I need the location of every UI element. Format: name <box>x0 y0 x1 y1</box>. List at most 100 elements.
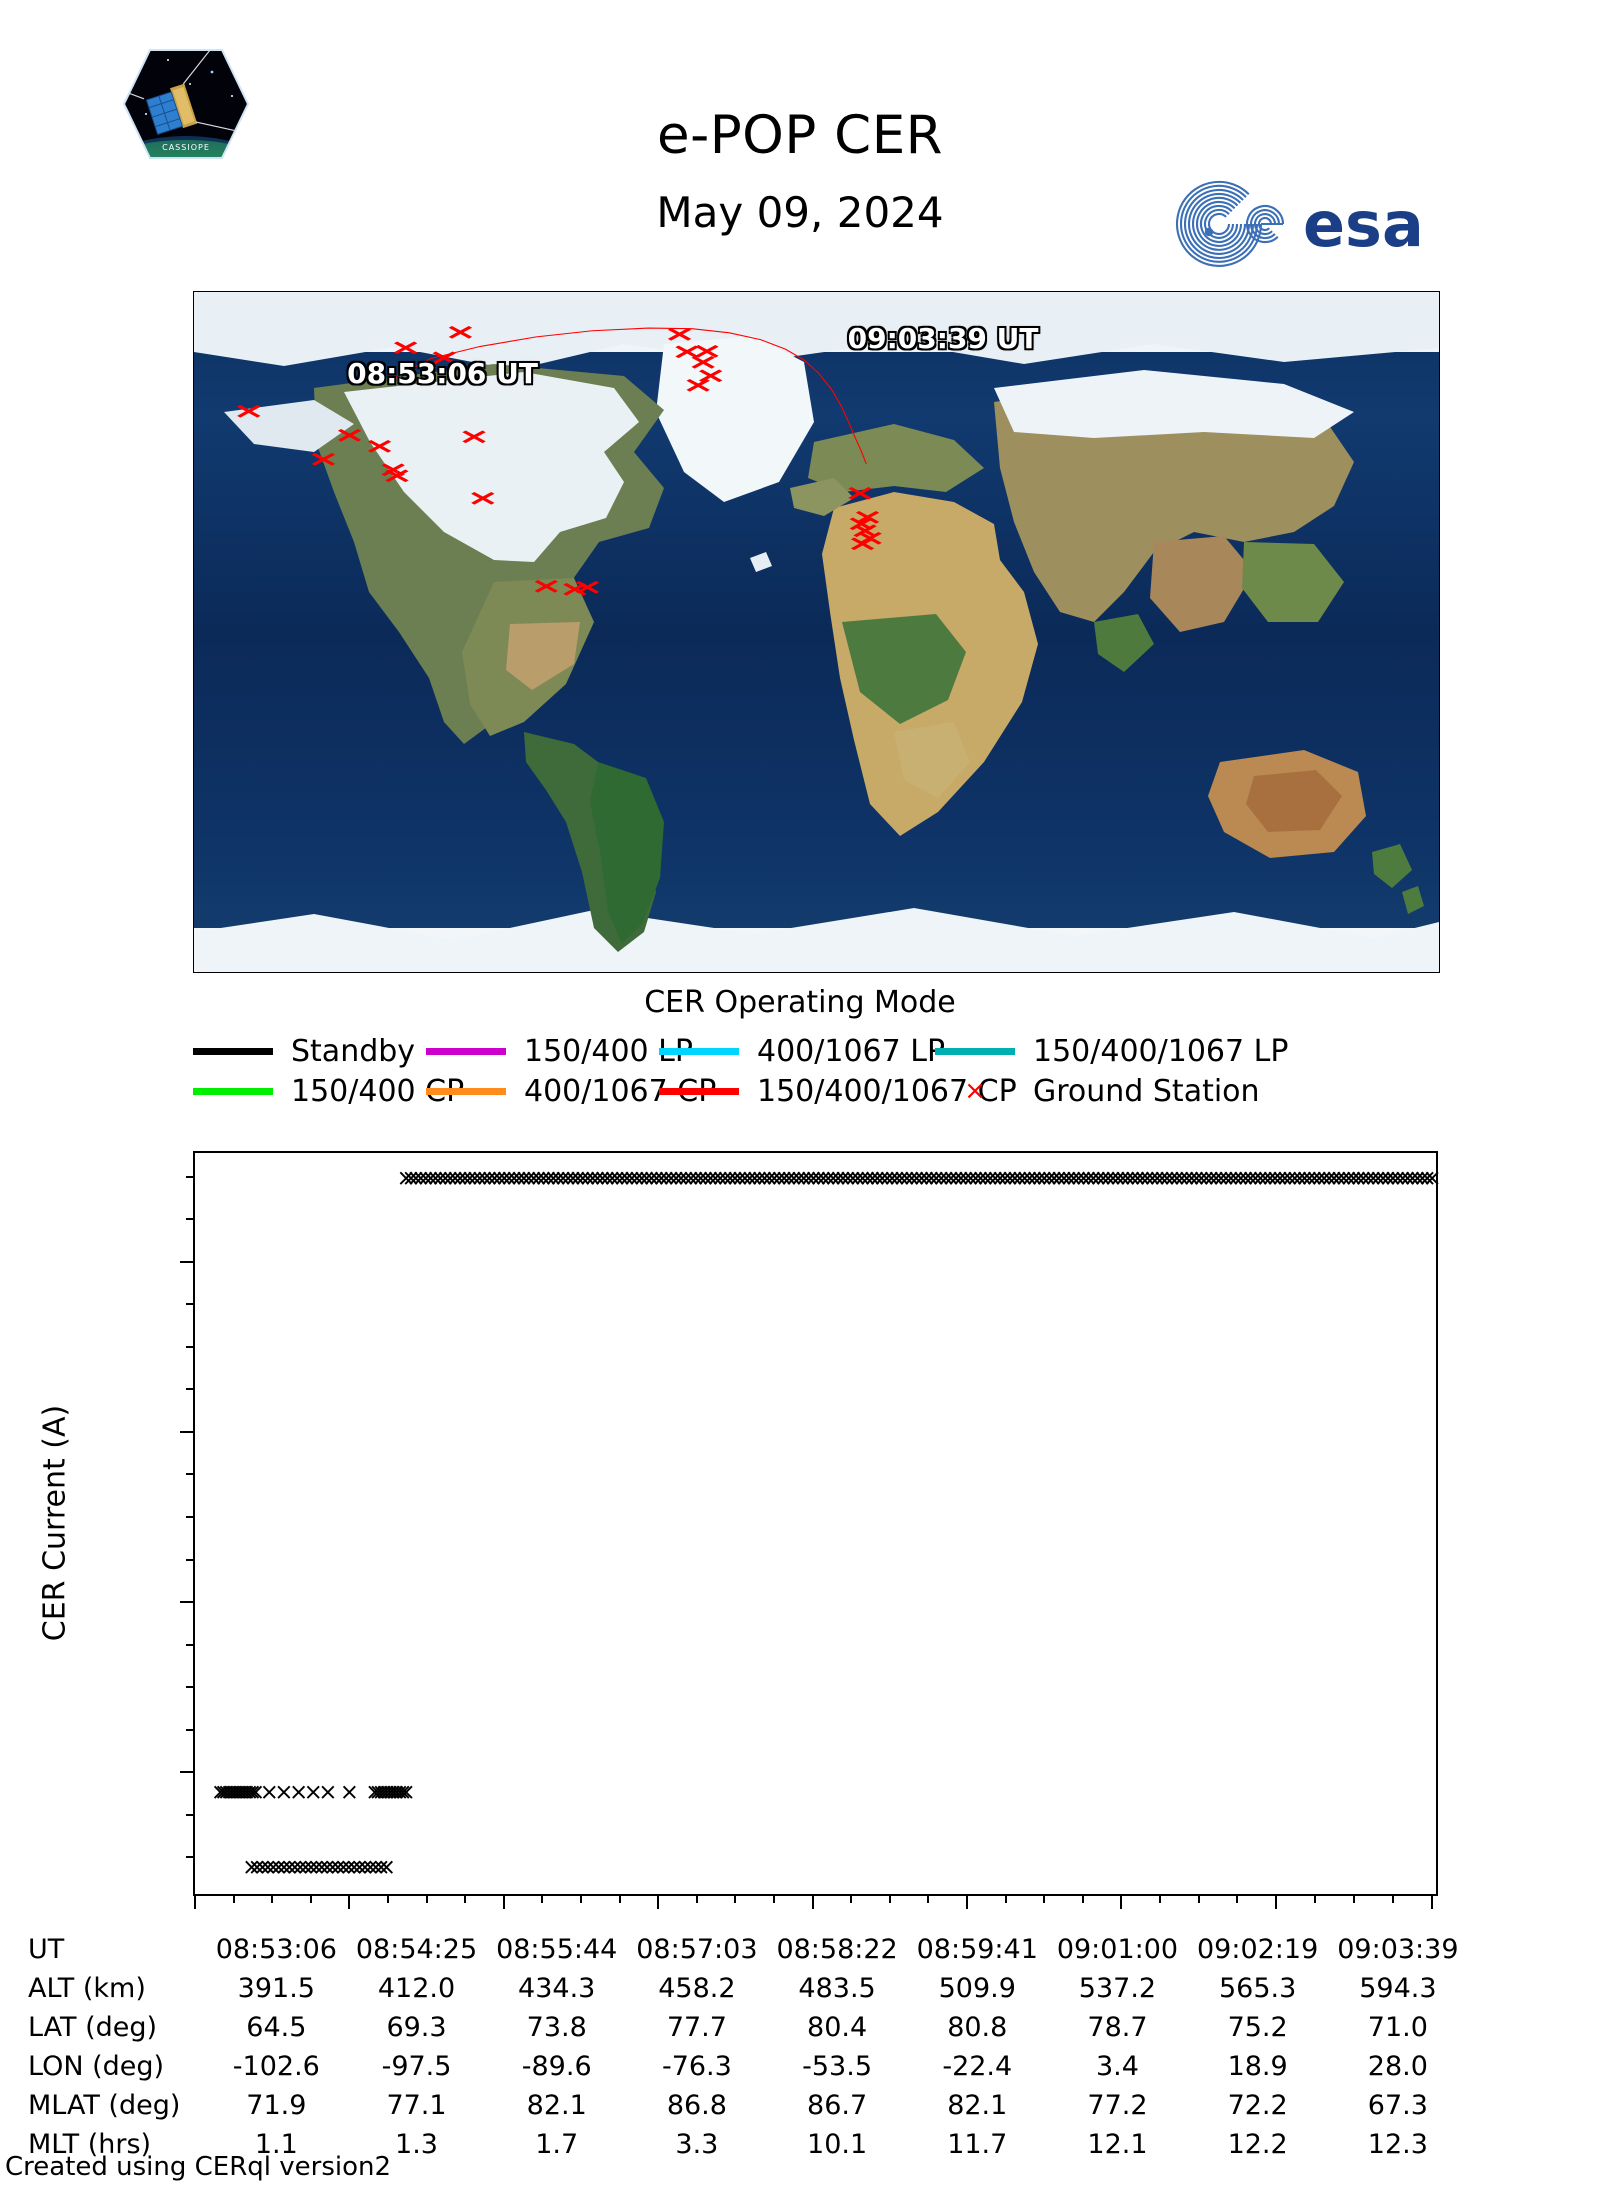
table-row-label: LAT (deg) <box>28 2012 158 2043</box>
legend-line-standby-swatch <box>193 1047 273 1055</box>
data-point-marker: × <box>387 1779 407 1806</box>
ground-station-marker: × <box>377 456 410 482</box>
x-tick-major <box>502 1894 505 1909</box>
table-cell: 458.2 <box>658 1973 736 2004</box>
data-point-marker: × <box>393 1779 413 1806</box>
x-tick-minor <box>773 1894 775 1903</box>
x-tick-minor <box>695 1894 698 1903</box>
data-point-marker: × <box>872 1165 892 1191</box>
data-point-marker: × <box>1334 1165 1354 1191</box>
data-point-marker: × <box>1059 1165 1079 1191</box>
data-point-marker: × <box>259 1779 279 1806</box>
data-point-marker: × <box>828 1165 848 1191</box>
data-point-marker: × <box>1147 1165 1167 1191</box>
data-point-marker: × <box>882 1165 902 1191</box>
data-point-marker: × <box>1304 1165 1324 1191</box>
data-point-marker: × <box>720 1165 740 1191</box>
data-point-marker: × <box>279 1854 300 1881</box>
data-point-marker: × <box>411 1165 431 1191</box>
ground-station-marker: × <box>457 423 490 449</box>
legend-line-400-1067-lp[interactable]: 400/1067 LP <box>659 1032 945 1070</box>
data-point-marker: × <box>921 1165 942 1191</box>
data-point-marker: × <box>583 1165 603 1191</box>
legend-line-standby[interactable]: Standby <box>193 1032 415 1070</box>
data-point-marker: × <box>1348 1165 1369 1191</box>
table-row-label: LON (deg) <box>28 2051 165 2082</box>
data-point-marker: × <box>1019 1165 1040 1191</box>
data-point-marker: × <box>1142 1165 1162 1191</box>
data-point-marker: × <box>396 1165 416 1191</box>
x-tick-major <box>1431 1894 1434 1909</box>
table-cell: 77.7 <box>666 2012 727 2043</box>
table-cell: -53.5 <box>802 2051 873 2082</box>
x-tick-minor <box>309 1894 312 1903</box>
ground-station-marker: × <box>389 334 422 360</box>
table-cell: 09:01:00 <box>1056 1934 1179 1965</box>
ground-station-marker: × <box>663 321 696 347</box>
data-point-marker: × <box>237 1779 257 1806</box>
data-point-marker: × <box>774 1165 794 1191</box>
table-cell: 1.3 <box>395 2129 438 2160</box>
data-point-marker: × <box>489 1165 509 1191</box>
data-point-marker: × <box>745 1165 765 1191</box>
data-point-marker: × <box>216 1779 236 1806</box>
data-point-marker: × <box>306 1854 327 1881</box>
data-point-marker: × <box>902 1165 922 1191</box>
data-point-marker: × <box>225 1779 245 1806</box>
data-point-marker: × <box>715 1165 735 1191</box>
legend-line-150-400-lp[interactable]: 150/400 LP <box>426 1032 693 1070</box>
y-tick-minor <box>186 1303 195 1306</box>
data-point-marker: × <box>1388 1165 1408 1191</box>
data-point-marker: × <box>799 1165 819 1191</box>
data-point-marker: × <box>465 1165 485 1191</box>
data-point-marker: × <box>344 1854 364 1881</box>
footer-credit: Created using CERql version2 <box>5 2152 392 2182</box>
table-cell: 69.3 <box>386 2012 447 2043</box>
data-point-marker: × <box>1211 1165 1231 1191</box>
data-point-marker: × <box>857 1165 878 1191</box>
data-point-marker: × <box>263 1854 283 1881</box>
data-point-marker: × <box>401 1165 421 1191</box>
data-point-marker: × <box>730 1165 750 1191</box>
data-point-marker: × <box>916 1165 937 1191</box>
data-point-marker: × <box>700 1165 721 1191</box>
x-tick-major <box>966 1894 969 1909</box>
ephemeris-table-grid: UT 08:53:06 08:54:25 08:55:44 08:57:03 08:58:… <box>28 1930 1468 2164</box>
data-point-marker: × <box>975 1165 996 1191</box>
data-point-marker: × <box>1201 1165 1221 1191</box>
legend-row: 150/400 CP 400/1067 CP 150/400/1067 CP × Gro… <box>193 1072 1438 1110</box>
legend-marker-ground-station[interactable]: × Ground Station <box>935 1072 1259 1110</box>
y-tick-minor <box>186 1856 195 1859</box>
table-cell: 08:59:41 <box>916 1934 1038 1965</box>
legend-line-150-400-cp[interactable]: 150/400 CP <box>193 1072 464 1110</box>
table-cell: -22.4 <box>942 2051 1013 2082</box>
table-row-label: MLAT (deg) <box>28 2090 181 2121</box>
data-point-marker: × <box>328 1854 348 1881</box>
data-point-marker: × <box>484 1165 505 1191</box>
data-point-marker: × <box>1113 1165 1133 1191</box>
ground-station-marker: × <box>694 362 727 388</box>
data-point-marker: × <box>936 1165 956 1191</box>
data-point-marker: × <box>231 1779 251 1806</box>
data-point-marker: × <box>440 1165 460 1191</box>
data-point-marker: × <box>759 1165 780 1191</box>
data-point-marker: × <box>1412 1165 1432 1191</box>
data-point-marker: × <box>951 1165 971 1191</box>
data-point-marker: × <box>333 1854 354 1881</box>
ground-station-marker: × <box>571 574 604 600</box>
data-point-marker: × <box>1240 1165 1261 1191</box>
data-point-marker: × <box>349 1854 370 1881</box>
data-point-marker: × <box>285 1854 305 1881</box>
data-point-marker: × <box>274 1854 294 1881</box>
data-point-marker: × <box>754 1165 775 1191</box>
table-cell: 594.3 <box>1359 1973 1437 2004</box>
legend-line-150-400-1067-lp[interactable]: 150/400/1067 LP <box>935 1032 1288 1070</box>
legend-line-400-1067-cp-swatch <box>426 1087 506 1095</box>
data-point-marker: × <box>514 1165 534 1191</box>
data-point-marker: × <box>735 1165 755 1191</box>
data-point-marker: × <box>474 1165 495 1191</box>
x-tick-minor <box>387 1894 389 1903</box>
legend-line-150-400-1067-cp[interactable]: 150/400/1067 CP <box>659 1072 1017 1110</box>
table-cell: 80.8 <box>947 2012 1008 2043</box>
table-cell: 73.8 <box>526 2012 587 2043</box>
